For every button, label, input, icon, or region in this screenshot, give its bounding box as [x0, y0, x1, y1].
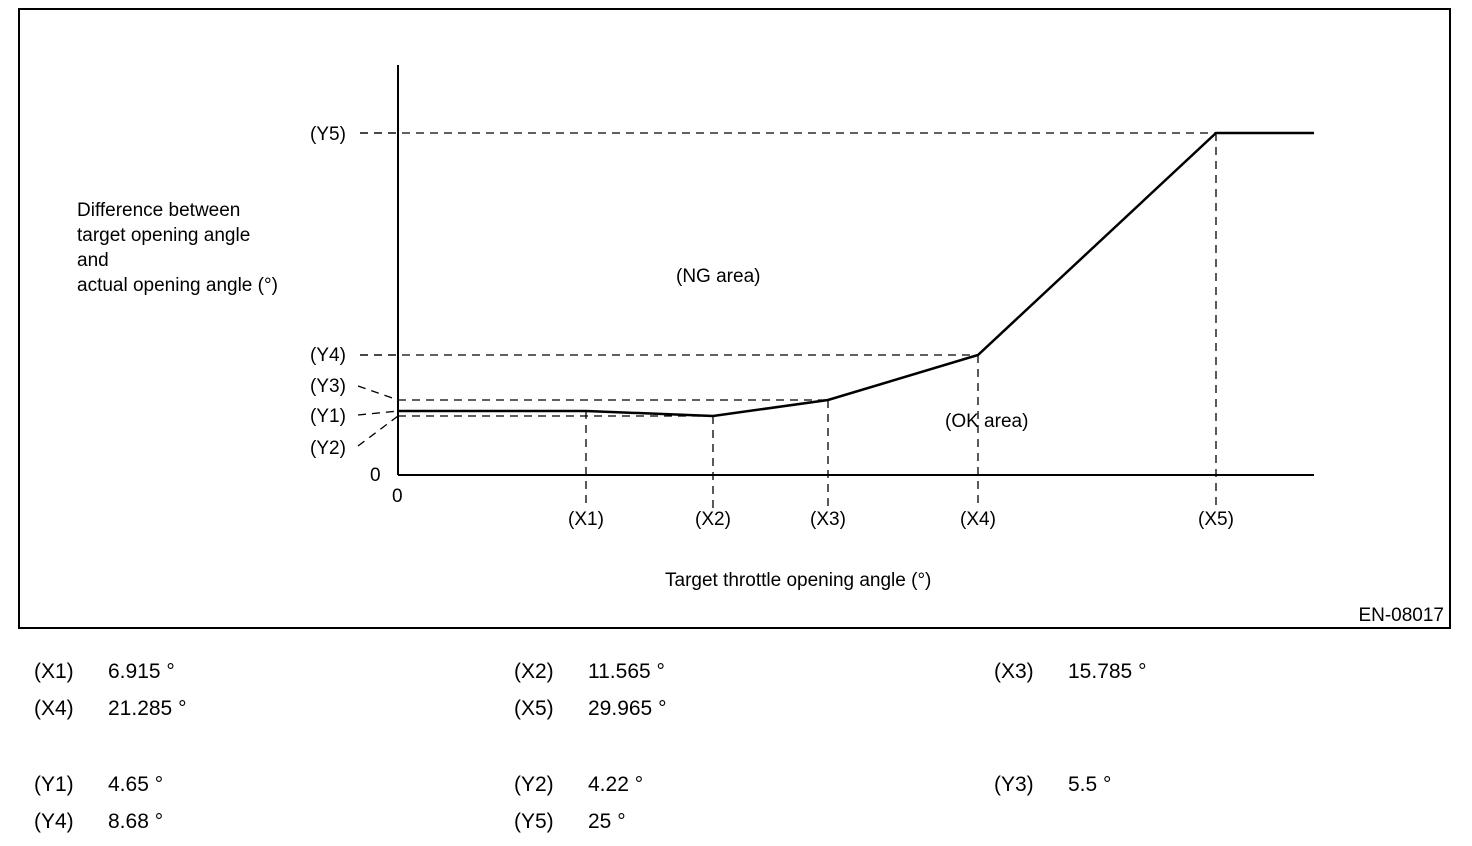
y-axis-label-line-3: and — [77, 250, 109, 271]
legend-item-y5: (Y5) 25 ° — [514, 810, 626, 834]
ok-area-label: (OK area) — [945, 411, 1029, 432]
ng-area-label: (NG area) — [676, 266, 761, 287]
legend-item-x1: (X1) 6.915 ° — [34, 660, 175, 684]
legend-key: (X2) — [514, 660, 554, 683]
legend-item-x2: (X2) 11.565 ° — [514, 660, 665, 684]
legend-value: 21.285 ° — [108, 697, 187, 720]
y-tick-leader-3 — [357, 385, 399, 401]
y-axis-label-line-2: target opening angle — [77, 225, 251, 246]
figure-id: EN-08017 — [1358, 605, 1444, 626]
legend-item-y2: (Y2) 4.22 ° — [514, 773, 643, 797]
y-tick-label-5: (Y5) — [310, 124, 346, 145]
legend-key: (Y2) — [514, 773, 554, 796]
x-tick-label-5: (X5) — [1198, 509, 1234, 530]
y-tick-label-3: (Y3) — [310, 376, 346, 397]
y-axis-label-line-1: Difference between — [77, 200, 241, 221]
y-origin-label: 0 — [370, 465, 381, 486]
x-tick-label-1: (X1) — [568, 509, 604, 530]
chart-svg: 00 (X1) (X2) (X3) (X4) (X5) (Y5) (Y4) (Y3) (Y1) (Y… — [310, 65, 1314, 530]
legend-value: 11.565 ° — [588, 660, 665, 683]
figure-frame — [18, 8, 1451, 629]
legend-key: (Y5) — [514, 810, 554, 833]
y-axis-label-line-4: actual opening angle (°) — [77, 275, 278, 296]
x-tick-label-2: (X2) — [695, 509, 731, 530]
legend-value: 8.68 ° — [108, 810, 164, 833]
legend-key: (Y1) — [34, 773, 74, 796]
legend-key: (X4) — [34, 697, 74, 720]
series-line — [398, 131, 1314, 418]
legend-value: 4.65 ° — [108, 773, 164, 796]
legend-value: 5.5 ° — [1068, 773, 1112, 796]
legend-item-x5: (X5) 29.965 ° — [514, 697, 666, 721]
legend-value: 29.965 ° — [588, 697, 667, 720]
x-axis-label: Target throttle opening angle (°) — [665, 570, 932, 591]
legend-key: (X5) — [514, 697, 554, 720]
y-tick-leader-1 — [357, 410, 399, 416]
legend-item-y3: (Y3) 5.5 ° — [994, 773, 1111, 797]
y-tick-label-4: (Y4) — [310, 345, 346, 366]
y-tick-leader-2 — [357, 415, 399, 447]
legend-value: 4.22 ° — [588, 773, 644, 796]
x-tick-label-4: (X4) — [960, 509, 996, 530]
legend-key: (Y4) — [34, 810, 74, 833]
x-origin-label: 0 — [392, 486, 403, 507]
legend-item-x3: (X3) 15.785 ° — [994, 660, 1146, 684]
y-tick-label-2: (Y2) — [310, 438, 346, 459]
legend-item-y4: (Y4) 8.68 ° — [34, 810, 163, 834]
legend-key: (X3) — [994, 660, 1034, 683]
legend-item-x4: (X4) 21.285 ° — [34, 697, 186, 721]
y-tick-label-1: (Y1) — [310, 406, 346, 427]
legend-key: (Y3) — [994, 773, 1034, 796]
legend-value: 6.915 ° — [108, 660, 175, 683]
legend-item-y1: (Y1) 4.65 ° — [34, 773, 163, 797]
legend-value: 25 ° — [588, 810, 626, 833]
x-tick-label-3: (X3) — [810, 509, 846, 530]
legend-key: (X1) — [34, 660, 74, 683]
legend-value: 15.785 ° — [1068, 660, 1147, 683]
